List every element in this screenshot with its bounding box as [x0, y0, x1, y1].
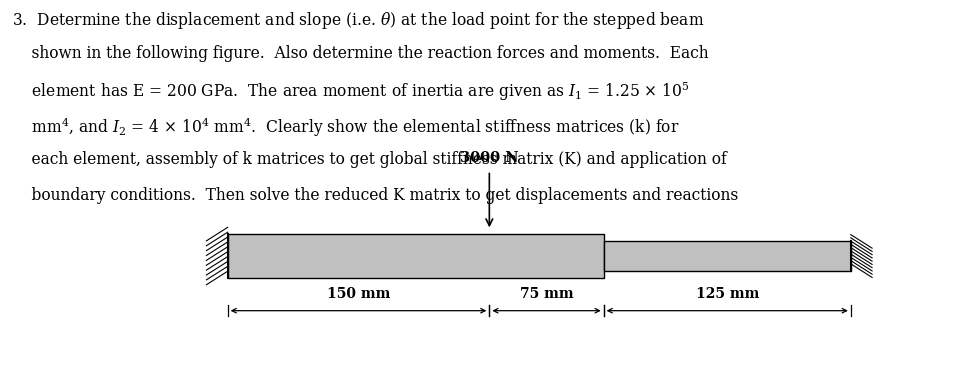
Bar: [228, 234, 604, 278]
Text: 125 mm: 125 mm: [696, 287, 759, 301]
Text: 75 mm: 75 mm: [519, 287, 574, 301]
Text: element has E = 200 GPa.  The area moment of inertia are given as $I_1$ = 1.25 $: element has E = 200 GPa. The area moment…: [12, 80, 689, 103]
Bar: [604, 241, 851, 271]
Text: boundary conditions.  Then solve the reduced K matrix to get displacements and r: boundary conditions. Then solve the redu…: [12, 187, 737, 204]
Text: 3000 N: 3000 N: [460, 151, 518, 165]
Text: 150 mm: 150 mm: [327, 287, 391, 301]
Text: 3.  Determine the displacement and slope (i.e. $\theta$) at the load point for t: 3. Determine the displacement and slope …: [12, 10, 704, 31]
Text: mm$^4$, and $I_2$ = 4 $\times$ 10$^4$ mm$^4$.  Clearly show the elemental stiffn: mm$^4$, and $I_2$ = 4 $\times$ 10$^4$ mm…: [12, 116, 679, 139]
Text: shown in the following figure.  Also determine the reaction forces and moments. : shown in the following figure. Also dete…: [12, 45, 708, 62]
Text: each element, assembly of k matrices to get global stiffness matrix (K) and appl: each element, assembly of k matrices to …: [12, 151, 727, 168]
